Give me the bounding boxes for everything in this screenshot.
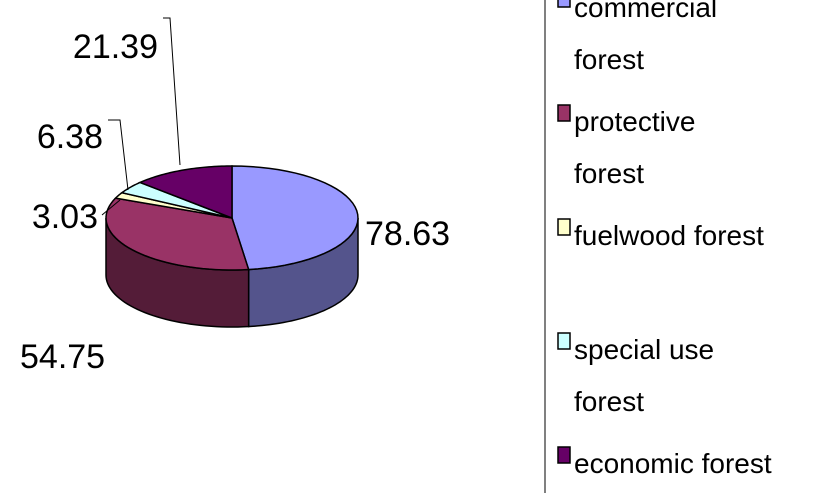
- slice: [105, 197, 250, 271]
- legend-swatch: [557, 104, 571, 122]
- slice: [120, 181, 233, 219]
- legend-label: special use forest: [574, 334, 714, 417]
- value-label: 6.38: [37, 118, 103, 156]
- leader-line: [101, 199, 121, 216]
- value-label: 3.03: [32, 198, 98, 236]
- value-label: 21.39: [73, 28, 158, 66]
- slice: [231, 165, 359, 271]
- leader-line: [108, 119, 129, 191]
- value-label: 78.63: [365, 215, 450, 253]
- legend-label: fuelwood forest: [574, 220, 764, 251]
- legend-swatch: [557, 446, 571, 464]
- legend-swatch: [557, 218, 571, 236]
- slice: [138, 165, 233, 220]
- legend-label: protective forest: [574, 106, 695, 189]
- legend-label: commercial forest: [574, 0, 717, 75]
- value-label: 54.75: [20, 338, 105, 376]
- legend-label: economic forest: [574, 448, 772, 479]
- legend-swatch: [557, 0, 571, 8]
- legend-swatch: [557, 332, 571, 350]
- leader-line: [163, 17, 181, 166]
